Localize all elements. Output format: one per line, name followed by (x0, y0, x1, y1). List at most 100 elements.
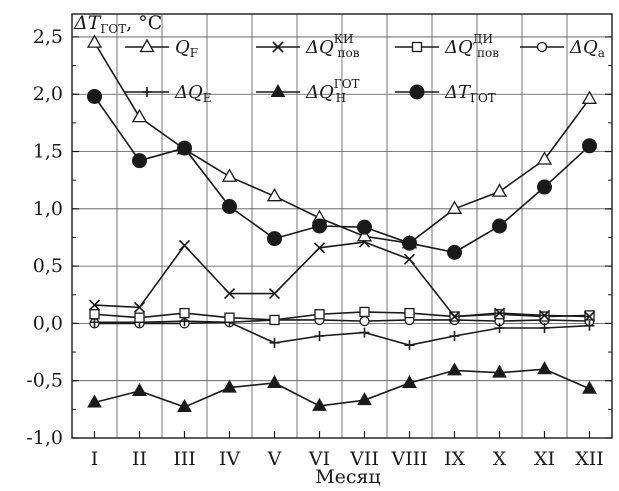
point-dt (177, 140, 192, 156)
legend-marker-q_pov_di (411, 41, 423, 53)
y-tick-label: 1,0 (33, 198, 63, 220)
y-axis-title: ΔTГОТ, °C (73, 12, 162, 36)
point-q_pov_di (89, 309, 100, 320)
x-tick-label: VII (349, 448, 379, 470)
point-q_pov_ki (448, 310, 461, 323)
y-tick-label: 1,5 (33, 141, 63, 163)
point-qh (222, 379, 237, 393)
point-qh (132, 383, 147, 397)
series-qe (89, 316, 595, 351)
legend: QF ΔQКИ пов ΔQДИ пов ΔQa ΔQE ΔQГОТ H ΔTГОТ (125, 32, 605, 105)
point-q_pov_di (404, 307, 415, 319)
point-qh (402, 374, 417, 388)
point-qh (267, 374, 282, 388)
point-qf (536, 151, 553, 165)
x-tick-label: III (173, 448, 196, 470)
x-tick-label: IV (219, 448, 241, 470)
tick-labels: -1,0-0,50,00,51,01,52,02,5I II III IV V VI VII… (26, 26, 612, 470)
series-q_pov_ki (88, 236, 596, 323)
point-qh (177, 399, 192, 413)
point-qf (221, 168, 238, 182)
point-q_pov_ki (313, 242, 326, 254)
point-q_pov_ki (493, 307, 506, 319)
legend-label-q_pov_ki: ΔQКИ пов (305, 32, 360, 60)
point-dt (582, 138, 597, 154)
legend-item-q_pov_di: ΔQДИ пов (395, 32, 499, 60)
x-tick-label: IX (444, 448, 466, 470)
point-qf (581, 90, 598, 104)
point-qh (447, 362, 462, 376)
series-line-qh (94, 368, 590, 408)
point-q_pov_di (314, 309, 325, 320)
legend-item-qf: QF (125, 37, 198, 60)
legend-label-qa: ΔQa (569, 37, 605, 60)
legend-label-qf: QF (175, 37, 198, 60)
x-tick-label: VIII (390, 448, 427, 470)
point-qe (539, 322, 550, 333)
point-qe (269, 337, 280, 348)
legend-item-dt: ΔTГОТ (395, 82, 496, 105)
y-tick-label: 2,0 (33, 83, 63, 105)
series-dt (87, 89, 597, 260)
point-q_pov_ki (223, 288, 236, 300)
x-tick-label: VI (308, 448, 330, 470)
point-dt (357, 219, 372, 235)
point-dt (447, 244, 462, 260)
point-dt (312, 218, 327, 234)
x-axis-title: Месяц (315, 466, 381, 488)
legend-marker-qe (142, 87, 152, 97)
y-axis-title-main: ΔT (73, 12, 102, 34)
y-axis-title-tail: , °C (126, 12, 162, 34)
legend-marker-qf (139, 38, 155, 53)
point-q_pov_ki (403, 253, 416, 265)
point-qh (87, 394, 102, 408)
point-qa (359, 315, 370, 327)
x-tick-label: XI (534, 448, 555, 470)
series-line-dt (93, 96, 591, 254)
point-qh (537, 361, 552, 375)
point-qe (404, 340, 415, 351)
point-qh (312, 397, 327, 411)
point-q_pov_ki (268, 288, 281, 300)
y-tick-label: 0,5 (33, 255, 63, 277)
x-tick-label: XII (575, 448, 604, 470)
legend-label-q_pov_di: ΔQДИ пов (444, 32, 499, 60)
point-dt (222, 199, 237, 215)
point-q_pov_ki (538, 309, 551, 321)
point-qf (491, 183, 508, 197)
point-qf (356, 227, 373, 242)
point-q_pov_di (179, 307, 190, 319)
y-tick-label: -0,5 (26, 370, 63, 392)
point-qf (131, 108, 148, 123)
plot-frame (71, 13, 613, 439)
point-q_pov_ki (88, 299, 101, 311)
point-q_pov_di (539, 311, 550, 322)
legend-item-q_pov_ki: ΔQКИ пов (256, 32, 360, 60)
series-group (86, 34, 598, 413)
point-qf (266, 187, 283, 202)
point-q_pov_di (134, 312, 145, 323)
series-qh (87, 361, 597, 413)
series-line-q_pov_ki (94, 241, 590, 318)
point-qh (492, 364, 507, 378)
point-q_pov_ki (583, 310, 596, 323)
point-q_pov_di (269, 314, 280, 326)
point-dt (492, 218, 507, 234)
point-q_pov_di (359, 306, 370, 318)
legend-item-qh: ΔQГОТ H (256, 77, 360, 105)
legend-marker-qa (536, 41, 548, 53)
legend-marker-qh (270, 83, 286, 97)
x-tick-label: V (267, 448, 282, 470)
legend-item-qe: ΔQE (125, 82, 212, 105)
y-tick-label: 2,5 (33, 26, 63, 48)
series-line-q_pov_di (94, 311, 590, 321)
legend-marker-dt (409, 84, 425, 100)
point-qh (357, 392, 372, 406)
point-qh (582, 380, 597, 394)
point-dt (132, 153, 147, 169)
point-dt (87, 89, 102, 105)
x-tick-label: II (132, 448, 147, 470)
point-qf (446, 200, 463, 214)
point-qe (449, 331, 460, 342)
